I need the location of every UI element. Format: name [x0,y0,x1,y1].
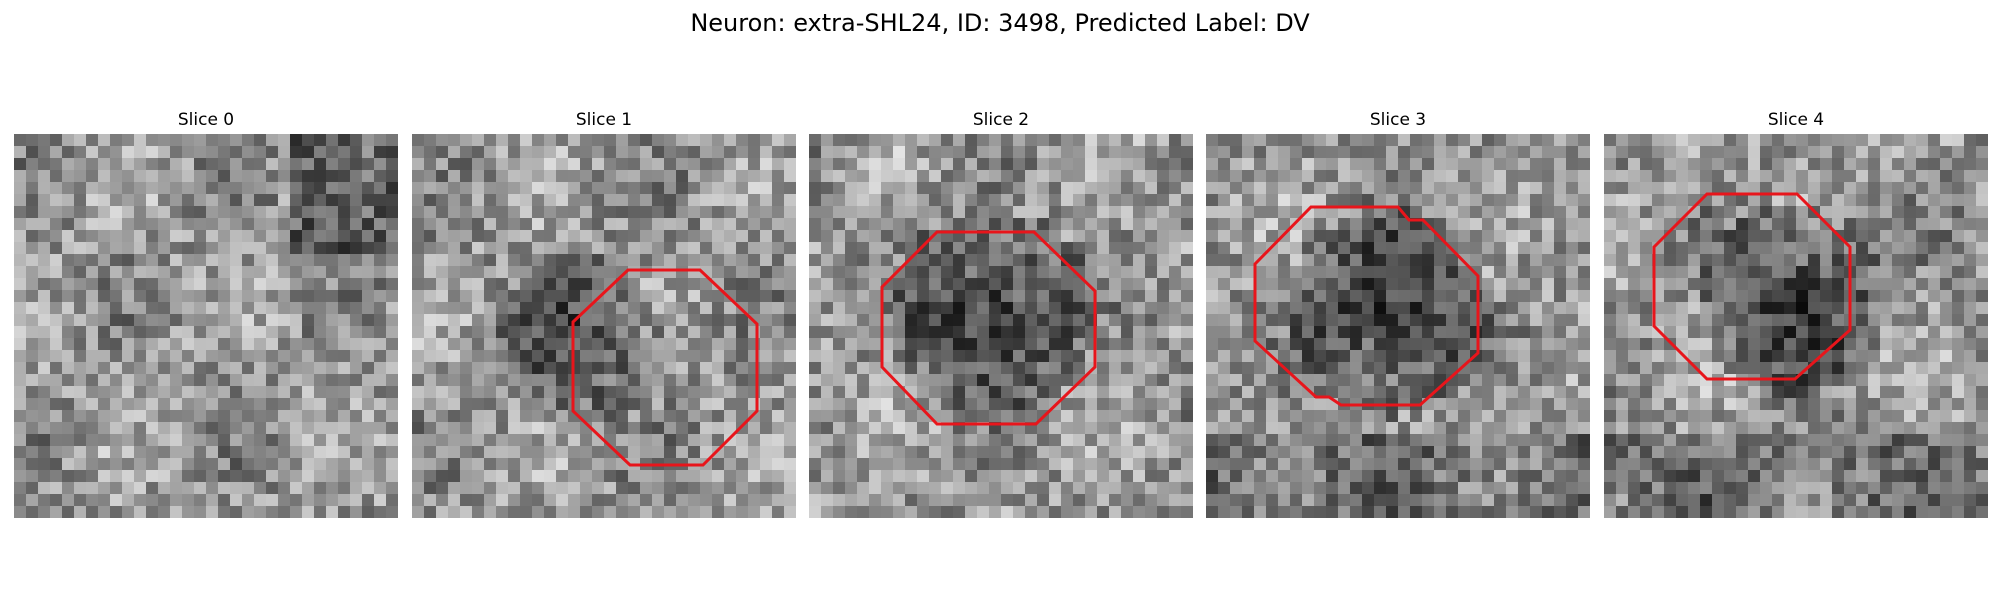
slice-panel-1: Slice 1 [412,108,796,518]
cell-outline [880,230,1097,426]
slice-panel-4: Slice 4 [1604,108,1988,518]
slice-panel-3: Slice 3 [1206,108,1590,518]
slice-3-image [1206,134,1590,518]
slice-1-title: Slice 1 [575,110,633,130]
figure-title: Neuron: extra-SHL24, ID: 3498, Predicted… [690,9,1310,37]
slice-panel-0: Slice 0 [14,108,398,518]
slice-4-image [1604,134,1988,518]
slice-0-image [14,134,398,518]
cell-outline [1652,192,1852,381]
slice-1-image [412,134,796,518]
slice-2-image [809,134,1193,518]
slice-3-title: Slice 3 [1369,110,1427,130]
slice-4-title: Slice 4 [1767,110,1825,130]
slice-0-title: Slice 0 [177,110,235,130]
slice-2-title: Slice 2 [972,110,1030,130]
cell-outline [571,268,759,467]
slice-panel-2: Slice 2 [809,108,1193,518]
cell-outline [1253,205,1480,407]
